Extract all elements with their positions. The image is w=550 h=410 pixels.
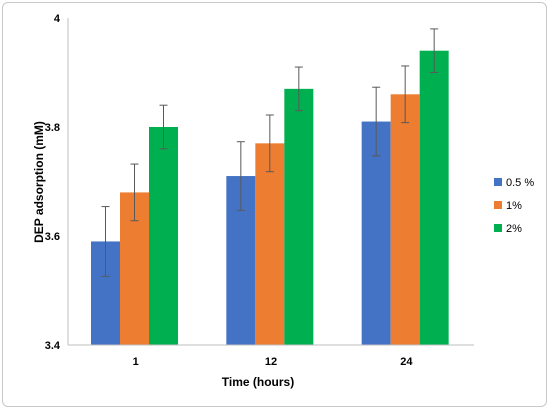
legend-item: 0.5 % bbox=[494, 177, 534, 189]
y-tick-label: 3.4 bbox=[45, 340, 61, 352]
legend: 0.5 % 1% 2% bbox=[494, 177, 534, 235]
error-bar bbox=[101, 206, 110, 277]
error-bar bbox=[401, 65, 410, 124]
legend-label: 2% bbox=[506, 223, 522, 235]
x-tick-label: 1 bbox=[133, 356, 139, 368]
error-bar bbox=[265, 114, 274, 173]
bar-1-12 bbox=[255, 143, 285, 345]
error-bar bbox=[294, 66, 303, 112]
error-bar bbox=[236, 141, 245, 211]
bar-2-1 bbox=[149, 127, 178, 345]
legend-swatch bbox=[494, 178, 502, 186]
bar-1-24 bbox=[390, 94, 420, 345]
legend-swatch bbox=[494, 201, 502, 209]
x-tick-label: 24 bbox=[400, 356, 413, 368]
y-axis-title: DEP adsorption (mM) bbox=[32, 121, 46, 243]
legend-item: 2% bbox=[494, 223, 522, 235]
y-tick-label: 3.8 bbox=[45, 122, 60, 134]
y-tick-labels: 3.4 3.6 3.8 4 bbox=[45, 13, 61, 352]
error-bars-layer bbox=[101, 28, 439, 277]
legend-swatch bbox=[494, 224, 502, 232]
x-axis-title: Time (hours) bbox=[222, 375, 294, 389]
x-tick-label: 12 bbox=[265, 356, 277, 368]
bar-2-24 bbox=[419, 50, 449, 345]
legend-label: 0.5 % bbox=[506, 177, 534, 189]
bar-2-12 bbox=[284, 88, 314, 345]
y-tick-label: 4 bbox=[54, 13, 61, 25]
x-tick-labels: 1 12 24 bbox=[133, 356, 414, 368]
y-tick-label: 3.6 bbox=[45, 231, 60, 243]
legend-label: 1% bbox=[506, 200, 522, 212]
bars-layer bbox=[91, 50, 449, 345]
error-bar bbox=[130, 163, 139, 222]
error-bar bbox=[430, 28, 439, 73]
error-bar bbox=[159, 104, 168, 150]
bar-05-24 bbox=[361, 121, 391, 345]
error-bar bbox=[372, 86, 381, 157]
legend-item: 1% bbox=[494, 200, 522, 212]
